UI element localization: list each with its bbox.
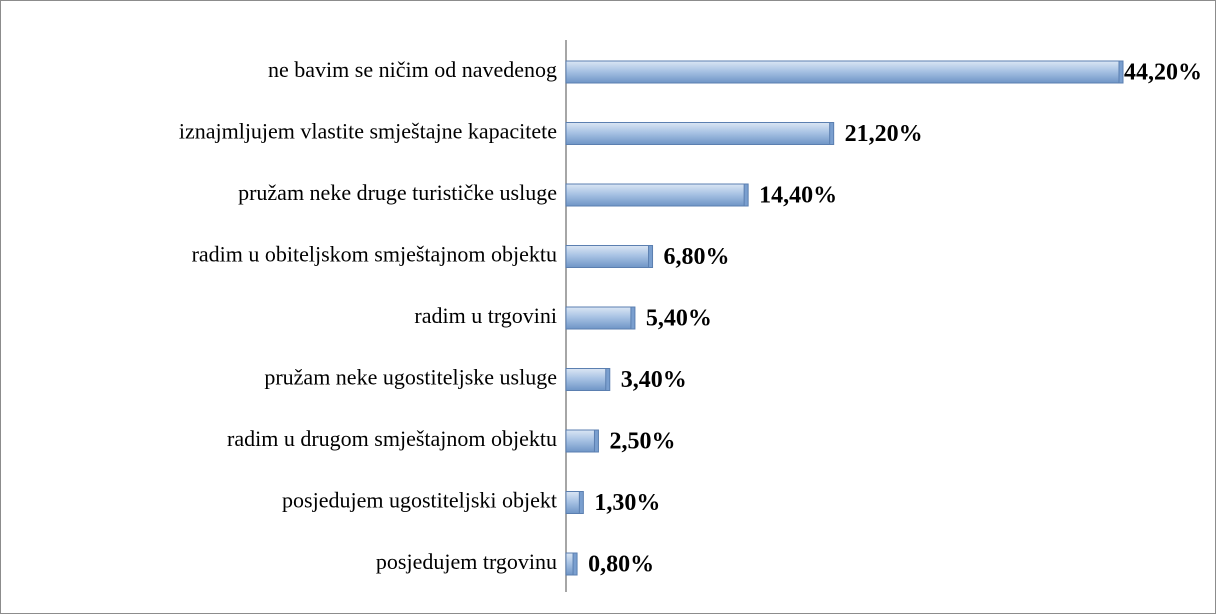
bar (565, 122, 834, 145)
bar-end (593, 429, 599, 453)
bar-end (572, 552, 578, 576)
y-tick-label: iznajmljujem vlastite smještajne kapacit… (179, 119, 557, 144)
y-tick-label: posjedujem trgovinu (376, 549, 557, 574)
data-label: 2,50% (609, 429, 675, 455)
y-tick-label: ne bavim se ničim od navedenog (268, 57, 557, 82)
bar (565, 245, 653, 268)
data-label: 44,20% (1124, 60, 1202, 86)
data-label: 6,80% (664, 244, 730, 270)
y-tick-label: pružam neke ugostiteljske usluge (264, 365, 557, 390)
bar-end (630, 306, 636, 330)
bar (565, 429, 598, 453)
data-label: 5,40% (646, 306, 712, 332)
data-label: 0,80% (588, 552, 654, 578)
bar (565, 368, 610, 391)
bar-end (743, 183, 749, 207)
data-label: 1,30% (594, 490, 660, 516)
bar-end (648, 245, 654, 268)
bar (565, 306, 635, 330)
bar (565, 183, 748, 207)
bar-end (578, 491, 584, 514)
bar-end (1118, 60, 1124, 84)
y-tick-label: pružam neke druge turističke usluge (238, 180, 557, 205)
y-tick-label: posjedujem ugostiteljski objekt (282, 488, 557, 513)
y-tick-label: radim u drugom smještajnom objektu (227, 426, 557, 451)
bar (565, 60, 1123, 84)
bar-end (829, 122, 835, 145)
data-label: 3,40% (621, 367, 687, 393)
y-tick-label: radim u obiteljskom smještajnom objektu (192, 242, 557, 267)
bar-end (605, 368, 611, 391)
data-label: 21,20% (845, 121, 923, 147)
data-label: 14,40% (759, 183, 837, 209)
y-tick-label: radim u trgovini (414, 303, 557, 328)
